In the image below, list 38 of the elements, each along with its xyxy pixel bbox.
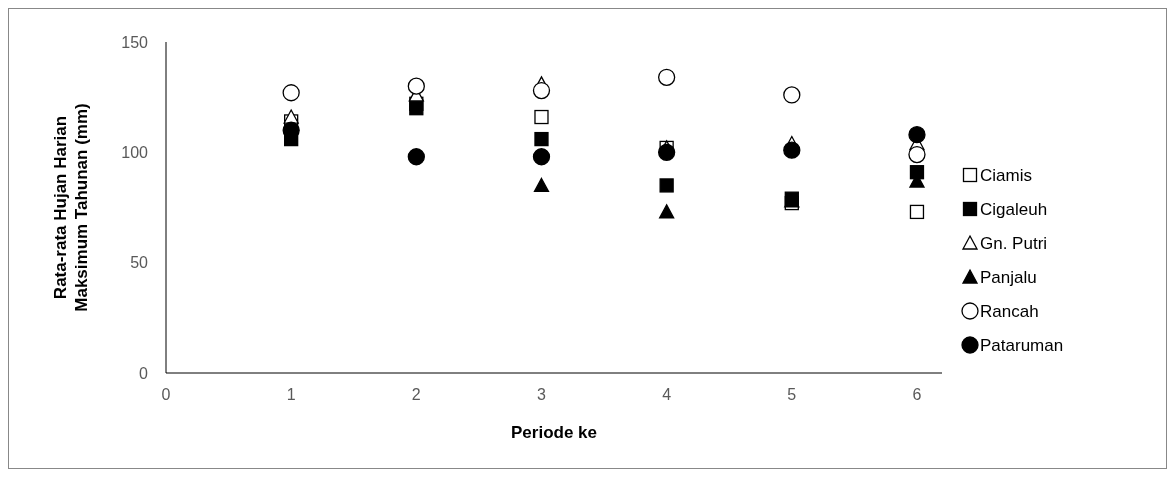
point (659, 204, 675, 219)
point (534, 131, 549, 147)
legend-label: Rancah (980, 301, 1039, 321)
point (658, 143, 676, 161)
point (533, 177, 550, 193)
x-tick-label: 2 (411, 386, 421, 403)
legend-label: Cigaleuh (980, 199, 1048, 219)
x-tick-label: 0 (161, 386, 171, 403)
y-tick-label: 150 (121, 33, 149, 51)
point (908, 145, 926, 164)
point (409, 101, 424, 116)
point (659, 178, 674, 193)
x-tick-label: 3 (537, 386, 547, 403)
y-tick-label: 50 (130, 254, 149, 272)
point (283, 109, 299, 124)
point (783, 141, 801, 159)
x-tick-label: 1 (286, 386, 296, 403)
x-tick-label: 5 (787, 386, 797, 403)
x-axis-title: Periode ke (511, 423, 597, 442)
point (532, 148, 551, 166)
point (909, 204, 925, 220)
point (534, 109, 549, 125)
point (282, 84, 300, 102)
point (783, 86, 801, 104)
legend-label: Ciamis (980, 165, 1032, 185)
point (908, 126, 926, 144)
point (407, 148, 425, 166)
x-tick-label: 4 (662, 386, 672, 403)
legend-label: Panjalu (980, 267, 1037, 287)
point (407, 77, 425, 95)
point (532, 81, 551, 100)
y-tick-label: 100 (121, 143, 149, 161)
legend-label: Gn. Putri (980, 233, 1048, 253)
y-axis-title: Rata-rata Hujan Harian Maksimum Tahunan (mm) (51, 103, 92, 312)
legend-label: Pataruman (980, 335, 1064, 355)
y-tick-label: 0 (139, 364, 149, 382)
x-tick-label: 6 (912, 386, 922, 403)
point (658, 68, 676, 86)
